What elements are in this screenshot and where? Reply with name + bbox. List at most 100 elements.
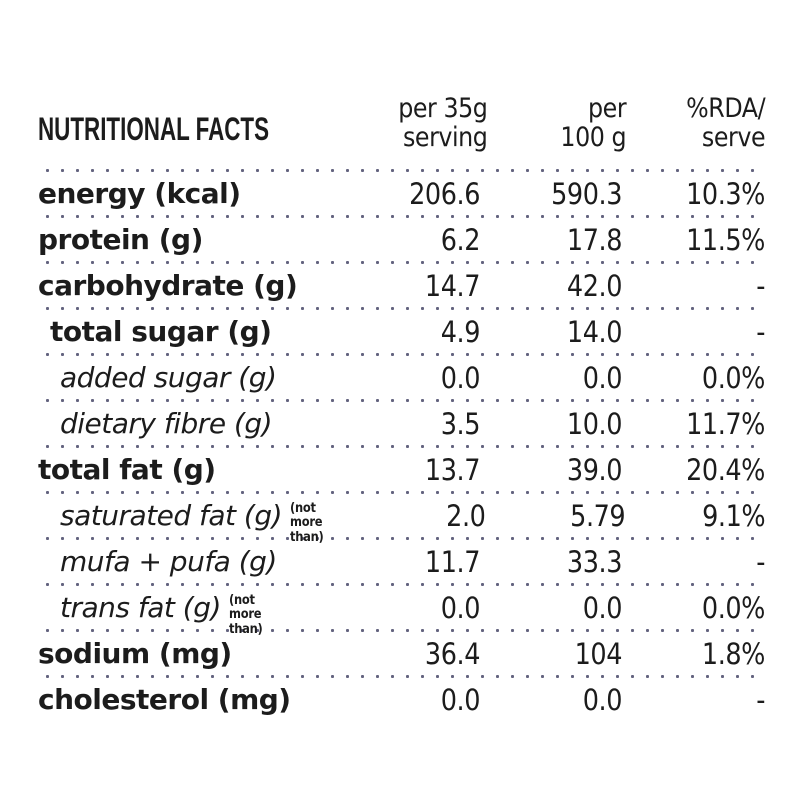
value-per-100g: 10.0	[566, 406, 623, 441]
value-per-serving: 206.6	[409, 176, 480, 211]
nutrient-label-cell: protein (g)	[38, 223, 348, 256]
value-per-serving: 11.7	[424, 544, 481, 579]
value-per-100g: 17.8	[566, 222, 623, 257]
nutrient-label-cell: total fat (g)	[38, 453, 348, 486]
value-rda-per-serve: 11.5%	[686, 222, 765, 257]
nutrient-label: total sugar (g)	[50, 315, 272, 349]
column-header-rda-line1: %RDA/	[685, 93, 765, 124]
row-dotted-divider	[38, 260, 765, 266]
column-header-per-100g-line2: 100 g	[560, 122, 626, 154]
row-dotted-divider	[38, 536, 765, 542]
value-rda-per-serve: 9.1%	[701, 498, 766, 533]
nutrition-facts-panel: NUTRITIONAL FACTS per 35g serving per 10…	[38, 94, 765, 720]
value-rda-per-serve: 0.0%	[701, 360, 766, 395]
nutrient-row: protein (g) 6.2 17.8 11.5%	[38, 219, 765, 260]
nutrient-label-cell: mufa + pufa (g)	[38, 545, 348, 578]
row-dotted-divider	[38, 582, 765, 588]
nutrient-label-cell: carbohydrate (g)	[38, 269, 348, 302]
value-per-100g: 33.3	[566, 544, 623, 579]
row-dotted-divider	[38, 352, 765, 358]
nutrient-label: added sugar (g)	[60, 361, 277, 395]
column-header-per-serving: per 35g serving	[359, 93, 488, 154]
nutrient-row: energy (kcal) 206.6 590.3 10.3%	[38, 173, 765, 214]
nutrient-label: saturated fat (g)	[60, 499, 283, 533]
row-dotted-divider	[38, 444, 765, 450]
value-per-100g: 0.0	[582, 590, 623, 625]
nutrient-row: carbohydrate (g) 14.7 42.0 -	[38, 265, 765, 306]
value-per-serving: 3.5	[440, 406, 481, 441]
value-per-serving: 14.7	[424, 268, 481, 303]
nutrient-row: saturated fat (g) (not more than) 2.0 5.…	[38, 494, 766, 545]
nutrient-row: total fat (g) 13.7 39.0 20.4%	[38, 449, 765, 490]
value-per-100g: 39.0	[566, 452, 623, 487]
row-dotted-divider	[38, 674, 765, 680]
nutrient-label: sodium (mg)	[38, 637, 232, 671]
nutrient-label: protein (g)	[38, 223, 203, 257]
nutrient-label: trans fat (g)	[60, 591, 221, 625]
column-header-rda: %RDA/ serve	[626, 94, 765, 152]
nutrient-label-cell: energy (kcal)	[38, 177, 348, 210]
nutrient-row: dietary fibre (g) 3.5 10.0 11.7%	[38, 403, 765, 444]
row-dotted-divider	[38, 214, 765, 220]
column-header-per-serving-line2: serving	[403, 122, 488, 154]
table-header: NUTRITIONAL FACTS per 35g serving per 10…	[38, 94, 765, 168]
nutrient-row: sodium (mg) 36.4 104 1.8%	[38, 633, 765, 674]
value-per-serving: 0.0	[440, 360, 481, 395]
value-per-serving: 0.0	[440, 590, 481, 625]
nutrient-label: total fat (g)	[38, 453, 216, 487]
nutrient-label-cell: total sugar (g)	[38, 315, 348, 348]
column-header-per-100g-line1: per	[587, 93, 627, 124]
value-per-serving: 2.0	[446, 498, 486, 533]
nutrient-label-cell: cholesterol (mg)	[38, 683, 348, 716]
row-dotted-divider	[38, 398, 765, 404]
nutrient-rows: energy (kcal) 206.6 590.3 10.3% protein …	[38, 173, 765, 720]
title-cell: NUTRITIONAL FACTS	[38, 111, 359, 152]
value-rda-per-serve: 20.4%	[686, 452, 765, 487]
header-dotted-divider	[38, 168, 765, 174]
nutrient-label-cell: dietary fibre (g)	[38, 407, 348, 440]
value-rda-per-serve: 10.3%	[686, 176, 765, 211]
nutrient-label-cell: sodium (mg)	[38, 637, 348, 670]
value-per-serving: 13.7	[424, 452, 481, 487]
nutrient-row: total sugar (g) 4.9 14.0 -	[38, 311, 765, 352]
nutrient-row: cholesterol (mg) 0.0 0.0 -	[38, 679, 765, 720]
column-header-per-serving-line1: per 35g	[398, 93, 488, 124]
nutrient-label: energy (kcal)	[38, 177, 241, 211]
value-rda-per-serve: 11.7%	[686, 406, 765, 441]
value-rda-per-serve: -	[756, 544, 765, 579]
value-per-100g: 42.0	[566, 268, 623, 303]
value-per-serving: 0.0	[440, 682, 481, 717]
value-rda-per-serve: 0.0%	[701, 590, 766, 625]
nutrient-label: carbohydrate (g)	[38, 269, 298, 303]
row-dotted-divider	[38, 628, 765, 634]
value-per-100g: 0.0	[582, 682, 623, 717]
nutrient-label-cell: saturated fat (g) (not more than)	[38, 494, 356, 544]
column-header-per-100g: per 100 g	[488, 94, 626, 152]
nutrient-label-cell: trans fat (g) (not more than)	[38, 586, 348, 636]
value-per-100g: 5.79	[569, 498, 626, 533]
value-per-serving: 36.4	[424, 636, 481, 671]
nutrient-note: (not more than)	[228, 591, 263, 638]
nutrient-note: (not more than)	[290, 499, 324, 546]
nutrient-label: dietary fibre (g)	[60, 407, 273, 441]
nutrient-row: trans fat (g) (not more than) 0.0 0.0 0.…	[38, 586, 766, 637]
value-per-100g: 0.0	[582, 360, 623, 395]
value-rda-per-serve: -	[756, 682, 765, 717]
row-dotted-divider	[38, 490, 765, 496]
value-rda-per-serve: -	[756, 268, 765, 303]
table-title: NUTRITIONAL FACTS	[38, 111, 270, 148]
nutrient-label: cholesterol (mg)	[38, 683, 291, 717]
nutrient-row: added sugar (g) 0.0 0.0 0.0%	[38, 357, 765, 398]
value-rda-per-serve: -	[756, 314, 765, 349]
value-per-100g: 104	[574, 636, 623, 671]
value-per-serving: 6.2	[440, 222, 481, 257]
value-rda-per-serve: 1.8%	[701, 636, 766, 671]
column-header-rda-line2: serve	[701, 122, 766, 154]
value-per-100g: 590.3	[551, 176, 622, 211]
nutrient-label: mufa + pufa (g)	[60, 545, 277, 579]
value-per-serving: 4.9	[440, 314, 481, 349]
nutrient-label-cell: added sugar (g)	[38, 361, 348, 394]
value-per-100g: 14.0	[566, 314, 623, 349]
row-dotted-divider	[38, 306, 765, 312]
nutrient-row: mufa + pufa (g) 11.7 33.3 -	[38, 541, 765, 582]
